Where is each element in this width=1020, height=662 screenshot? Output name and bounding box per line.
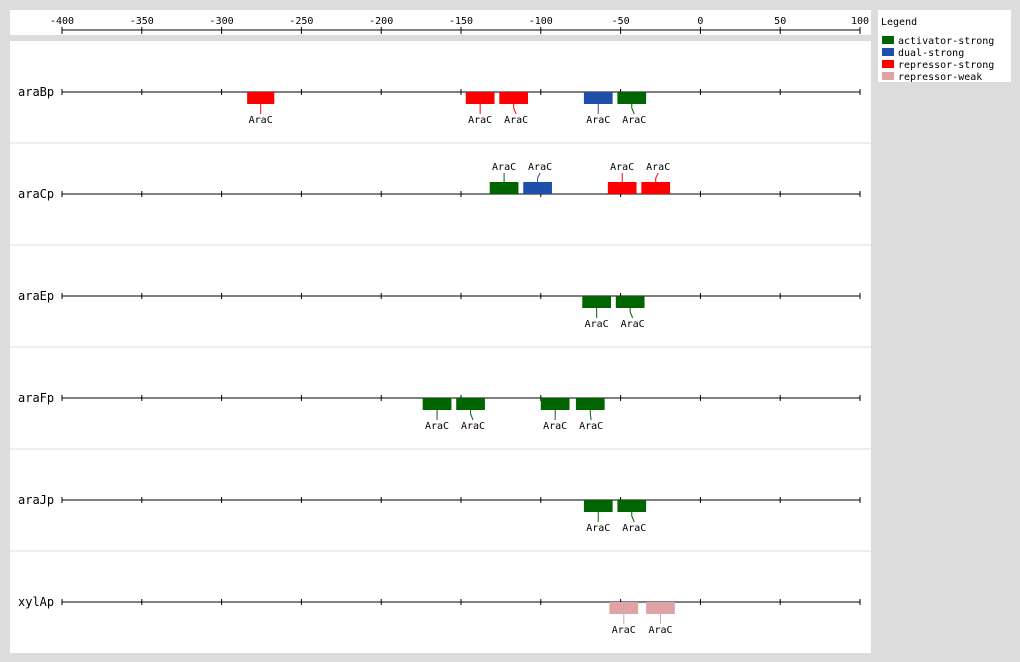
site-leader-line xyxy=(629,308,634,319)
binding-site-dual-strong xyxy=(523,182,552,194)
binding-site-repressor-strong xyxy=(465,92,495,104)
axis-tick-label: -50 xyxy=(612,16,630,27)
legend-swatch xyxy=(882,48,894,56)
site-label: AraC xyxy=(425,421,449,432)
legend: Legendactivator-strongdual-strongrepress… xyxy=(878,10,1011,83)
site-label: AraC xyxy=(579,421,603,432)
axis-tick-label: -100 xyxy=(529,16,553,27)
promoter-name: araBp xyxy=(18,85,54,99)
site-leader-line xyxy=(537,172,541,182)
binding-site-repressor-strong xyxy=(247,92,275,104)
promoter-row-araBp: araBp AraC AraC AraC AraC AraC xyxy=(18,85,861,126)
promoter-panel: araBp AraC AraC AraC AraC AraC araCp AraC AraC Ar… xyxy=(10,41,871,653)
binding-site-activator-strong xyxy=(456,398,485,410)
binding-site-repressor-strong xyxy=(607,182,637,194)
site-label: AraC xyxy=(586,523,610,534)
site-label: AraC xyxy=(622,115,646,126)
binding-site-activator-strong xyxy=(582,296,612,308)
site-leader-line xyxy=(470,410,474,421)
coordinate-axis: -400 -350 -300 -250 -200 -150 -100 -50 0 50 100 xyxy=(10,10,871,35)
site-label: AraC xyxy=(646,162,670,173)
axis-tick-label: -150 xyxy=(449,16,473,27)
legend-item-label: repressor-weak xyxy=(898,72,982,83)
promoter-row-araCp: araCp AraC AraC AraC AraC xyxy=(10,142,871,201)
site-label: AraC xyxy=(543,421,567,432)
binding-site-repressor-weak xyxy=(609,602,639,614)
site-label: AraC xyxy=(504,115,528,126)
site-leader-line xyxy=(631,104,635,115)
axis-tick-label: -350 xyxy=(130,16,154,27)
site-label: AraC xyxy=(492,162,516,173)
legend-swatch xyxy=(882,72,894,80)
site-label: AraC xyxy=(585,319,609,330)
site-label: AraC xyxy=(528,162,552,173)
binding-site-activator-strong xyxy=(489,182,519,194)
promoter-name: araCp xyxy=(18,187,54,201)
binding-site-activator-strong xyxy=(583,500,613,512)
legend-swatch xyxy=(882,60,894,68)
site-label: AraC xyxy=(622,523,646,534)
legend-title: Legend xyxy=(881,17,917,28)
axis-tick-label: -200 xyxy=(369,16,393,27)
binding-site-repressor-strong xyxy=(499,92,529,104)
binding-site-repressor-weak xyxy=(646,602,675,614)
binding-site-activator-strong xyxy=(575,398,605,410)
site-leader-line xyxy=(589,410,592,421)
binding-site-repressor-strong xyxy=(641,182,671,194)
axis-background xyxy=(10,10,871,35)
site-label: AraC xyxy=(249,115,273,126)
axis-tick-label: 0 xyxy=(697,16,703,27)
site-label: AraC xyxy=(648,625,672,636)
axis-tick-label: -300 xyxy=(210,16,234,27)
binding-site-activator-strong xyxy=(615,296,645,308)
promoter-name: xylAp xyxy=(18,595,54,609)
site-label: AraC xyxy=(612,625,636,636)
axis-tick-label: 50 xyxy=(774,16,786,27)
site-label: AraC xyxy=(621,319,645,330)
promoter-row-araFp: araFp AraC AraC AraC AraC xyxy=(10,346,871,432)
promoter-name: araFp xyxy=(18,391,54,405)
binding-site-activator-strong xyxy=(617,500,647,512)
promoter-name: araEp xyxy=(18,289,54,303)
promoter-row-xylAp: xylAp AraC AraC xyxy=(10,550,871,636)
promoter-row-araEp: araEp AraC AraC xyxy=(10,244,871,330)
binding-site-activator-strong xyxy=(617,92,647,104)
promoter-row-araJp: araJp AraC AraC xyxy=(10,448,871,534)
axis-tick-label: -400 xyxy=(50,16,74,27)
site-label: AraC xyxy=(468,115,492,126)
site-label: AraC xyxy=(610,162,634,173)
legend-item-label: repressor-strong xyxy=(898,60,994,71)
axis-tick-label: -250 xyxy=(289,16,313,27)
binding-site-activator-strong xyxy=(422,398,452,410)
binding-site-dual-strong xyxy=(583,92,613,104)
legend-background xyxy=(878,10,1011,82)
site-label: AraC xyxy=(461,421,485,432)
promoter-name: araJp xyxy=(18,493,54,507)
legend-swatch xyxy=(882,36,894,44)
legend-item-label: dual-strong xyxy=(898,48,964,59)
site-leader-line xyxy=(513,104,517,115)
axis-tick-label: 100 xyxy=(851,16,869,27)
site-leader-line xyxy=(655,172,659,182)
binding-site-activator-strong xyxy=(540,398,570,410)
site-label: AraC xyxy=(586,115,610,126)
site-leader-line xyxy=(631,512,635,523)
legend-item-label: activator-strong xyxy=(898,36,994,47)
